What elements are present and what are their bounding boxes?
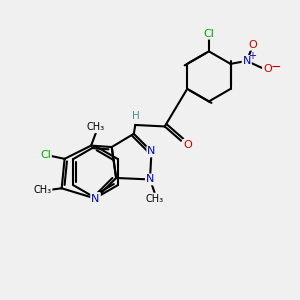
- Text: H: H: [131, 110, 139, 121]
- Text: O: O: [249, 40, 258, 50]
- Text: O: O: [183, 140, 192, 150]
- Text: N: N: [91, 193, 100, 203]
- Text: Cl: Cl: [40, 150, 51, 160]
- Text: H: H: [132, 111, 140, 121]
- Text: N: N: [243, 56, 251, 66]
- Text: N: N: [146, 174, 154, 184]
- Text: CH₃: CH₃: [34, 185, 52, 195]
- Text: CH₃: CH₃: [146, 194, 164, 204]
- Text: Cl: Cl: [203, 29, 214, 39]
- Text: N: N: [91, 194, 100, 204]
- Text: N: N: [147, 146, 156, 157]
- Text: O: O: [263, 64, 272, 74]
- Text: CH₃: CH₃: [86, 122, 105, 132]
- Text: +: +: [248, 51, 256, 61]
- Text: −: −: [270, 61, 281, 74]
